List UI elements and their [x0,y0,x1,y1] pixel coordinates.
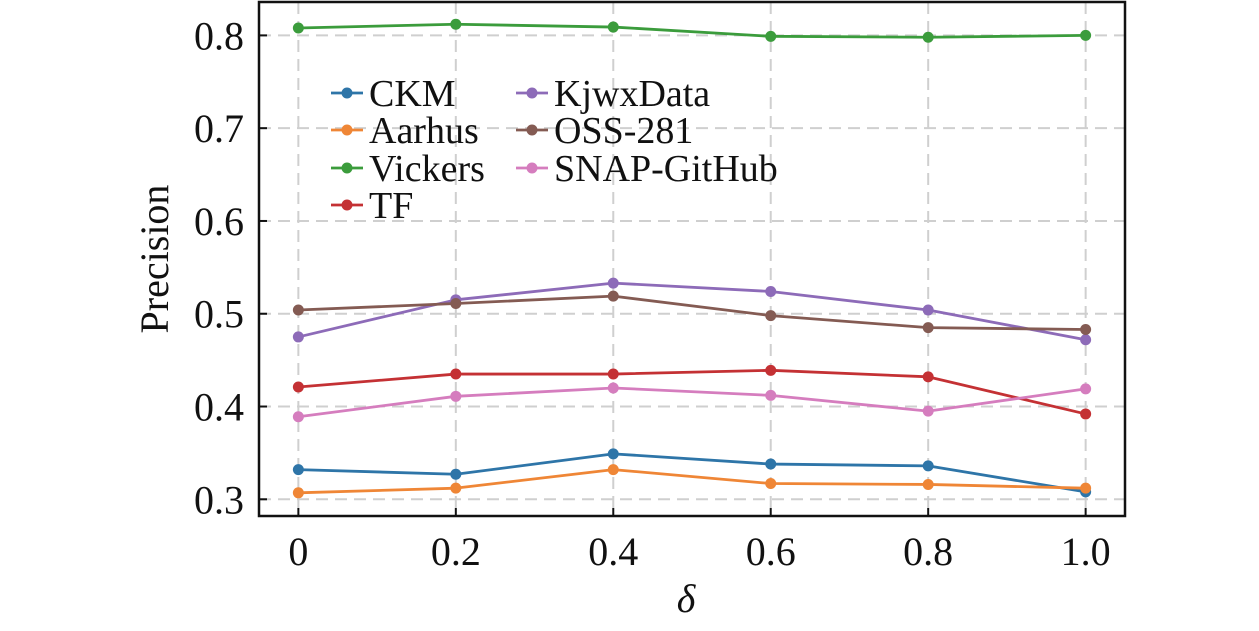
data-point [607,277,619,289]
legend-item: OSS-281 [516,110,693,152]
series-tf [292,364,1092,420]
x-axis-label: δ [677,576,697,621]
data-point [292,304,304,316]
series-line [298,386,1086,419]
data-point [607,448,619,460]
series-line [298,22,1086,39]
data-point [922,322,934,334]
x-tick-label: 0.2 [431,529,481,574]
legend-label: OSS-281 [554,110,693,152]
data-point [450,368,462,380]
data-point [607,464,619,476]
axis-ticks: 0 0.2 0.4 0.6 0.8 1.0 0.3 0.4 0.5 0.6 0.7 0.8 [194,13,1111,574]
legend-swatch-marker [341,124,353,136]
data-point [292,411,304,423]
legend-label: TF [369,185,413,227]
data-point [607,21,619,33]
x-tick-label: 0.6 [746,529,796,574]
data-point [292,331,304,343]
data-point [922,405,934,417]
legend-label: SNAP-GitHub [554,148,778,190]
data-point [450,482,462,494]
data-point [1080,29,1092,41]
plot-frame [257,0,1127,518]
series-line [298,452,1086,494]
legend-swatch-marker [526,162,538,174]
legend-item: TF [331,185,413,227]
y-tick-label: 0.7 [194,106,244,151]
data-point [1080,482,1092,494]
y-tick-label: 0.3 [194,477,244,522]
x-tick-label: 0.4 [588,529,638,574]
series-line [298,468,1086,495]
data-point [450,18,462,30]
data-point [765,458,777,470]
grid-lines [259,2,1125,516]
data-point [292,22,304,34]
data-point [922,304,934,316]
data-point [607,290,619,302]
series-line [298,294,1086,331]
x-tick-label: 0 [288,529,308,574]
data-point [765,364,777,376]
series-snap-github [292,382,1092,423]
data-point [1080,408,1092,420]
legend-item: CKM [331,73,456,115]
series-line [298,368,1086,416]
data-point [765,285,777,297]
legend-label: Vickers [369,148,485,190]
y-axis-label: Precision [132,185,177,334]
legend-label: KjwxData [554,73,710,115]
data-point [292,381,304,393]
legend-swatch-marker [526,87,538,99]
data-point [1080,324,1092,336]
data-point [765,478,777,490]
data-point [450,390,462,402]
data-point [765,310,777,322]
data-point [607,382,619,394]
data-point [922,478,934,490]
legend-label: Aarhus [369,110,479,152]
legend-item: Aarhus [331,110,479,152]
legend-swatch-marker [341,199,353,211]
data-point [450,468,462,480]
legend-label: CKM [369,73,456,115]
series-oss-281 [292,290,1092,336]
data-point [607,368,619,380]
data-point [450,298,462,310]
y-tick-label: 0.4 [194,385,244,430]
data-point [922,460,934,472]
series-lines [292,18,1092,499]
series-vickers [292,18,1092,43]
series-kjwxdata [292,277,1092,346]
series-line [298,281,1086,342]
data-point [765,30,777,42]
legend-swatch-marker [526,124,538,136]
x-tick-label: 1.0 [1061,529,1111,574]
data-point [292,487,304,499]
legend-item: Vickers [331,148,485,190]
y-tick-label: 0.6 [194,199,244,244]
legend-swatch-marker [341,162,353,174]
data-point [1080,383,1092,395]
data-point [292,464,304,476]
legend-item: KjwxData [516,73,710,115]
data-point [922,31,934,43]
series-aarhus [292,464,1092,499]
x-tick-label: 0.8 [903,529,953,574]
y-tick-label: 0.8 [194,13,244,58]
data-point [1080,334,1092,346]
y-tick-label: 0.5 [194,292,244,337]
legend-item: SNAP-GitHub [516,148,778,190]
data-point [765,389,777,401]
legend-swatch-marker [341,87,353,99]
data-point [922,371,934,383]
